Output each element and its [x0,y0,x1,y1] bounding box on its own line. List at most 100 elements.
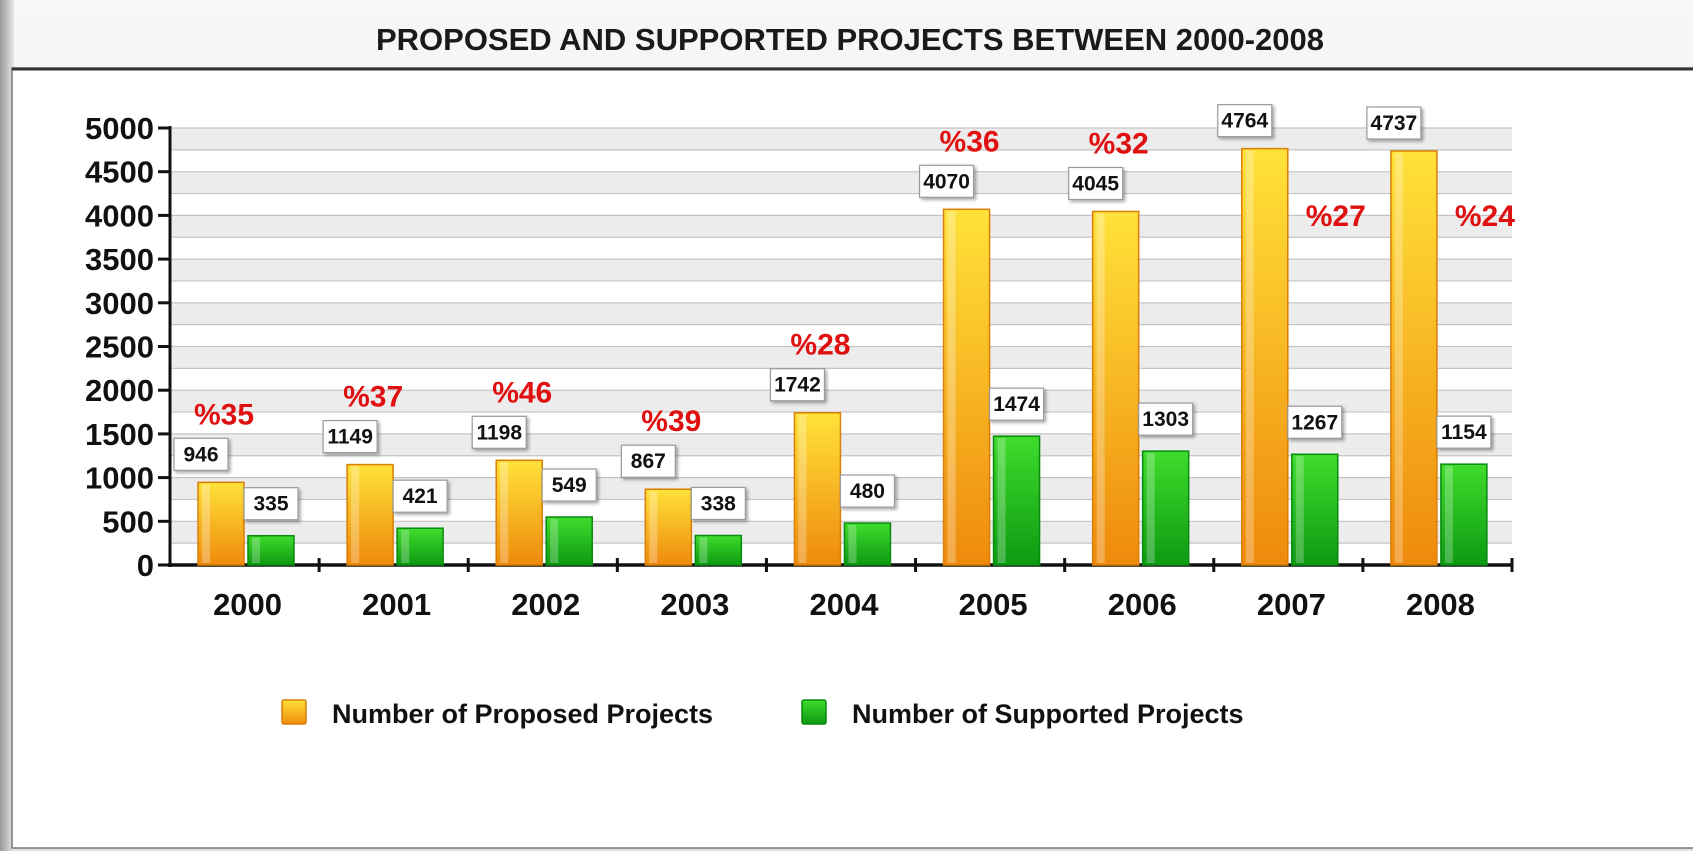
legend-proposed-label: Number of Proposed Projects [332,699,713,729]
bar-supported-highlight [848,525,857,563]
data-label-proposed: 867 [631,450,666,473]
bar-supported [992,435,1041,566]
x-tick-label: 2001 [362,587,431,622]
ratio-label: %36 [940,125,1000,158]
bar-proposed [1241,147,1289,566]
y-tick-label: 1000 [85,461,154,496]
x-tick-label: 2004 [810,587,880,622]
ratio-label: %28 [790,329,850,362]
data-label-supported: 1154 [1441,421,1487,444]
legend-supported-label: Number of Supported Projects [852,699,1244,729]
data-label-proposed-box [1217,104,1273,138]
grid-band [170,259,1512,281]
ratio-label: %35 [194,398,254,431]
data-label-supported: 421 [403,485,438,508]
data-label-proposed-box [1068,166,1124,201]
bar-proposed [1390,150,1438,566]
bar-proposed [942,208,991,566]
data-label-supported: 480 [850,480,885,503]
data-label-proposed: 4737 [1371,112,1418,135]
data-label-supported: 1267 [1291,411,1338,434]
y-tick-label: 3000 [85,286,154,321]
data-label-proposed: 4764 [1221,110,1268,133]
bar-proposed-highlight [947,211,956,564]
data-label-supported-box [243,487,299,521]
x-tick-label: 2008 [1406,587,1475,622]
plot-area: 0 500 1000 1500 2000 2500 3000 3500 4000 4500 5000… [85,104,1515,622]
bar-proposed [644,488,693,566]
bar-proposed [1091,210,1140,566]
legend: Number of Proposed Projects Number of Sup… [281,699,1244,729]
bar-supported-highlight [1295,456,1304,563]
data-label-supported-box [1287,405,1343,439]
bar-supported [1141,450,1190,566]
ratio-label: %46 [492,376,552,409]
x-tick-label: 2006 [1108,587,1177,622]
data-label-proposed: 1149 [327,426,373,449]
grid-band [170,215,1512,238]
chart-title: PROPOSED AND SUPPORTED PROJECTS BETWEEN … [376,22,1324,57]
ratio-label: %32 [1089,127,1149,160]
legend-proposed-swatch [281,699,307,725]
bar-supported [247,534,295,566]
data-label-proposed-box [1366,106,1422,140]
bar-supported [545,516,593,566]
bar-proposed [495,459,543,566]
bar-supported-highlight [1444,466,1453,563]
x-tick-label: 2007 [1257,587,1326,622]
ratio-label: %37 [343,381,403,414]
data-label-proposed-box [769,368,826,402]
data-label-supported: 549 [552,474,587,497]
bar-proposed-highlight [1394,152,1403,563]
bar-proposed-highlight [1096,213,1105,564]
bar-proposed-highlight [798,414,807,563]
bar-proposed-highlight [500,462,509,563]
grid-band [170,346,1512,369]
bar-proposed-highlight [202,484,210,563]
bar-proposed-highlight [351,466,360,563]
bar-supported-highlight [997,438,1006,563]
y-tick-label: 0 [137,548,154,583]
data-label-proposed: 4070 [923,170,970,193]
y-tick-label: 4000 [85,198,154,233]
data-label-supported: 1303 [1142,408,1189,431]
y-tick-label: 4500 [85,155,154,190]
data-label-proposed: 1742 [774,374,821,397]
data-label-proposed-box [173,437,229,471]
x-tick-label: 2005 [959,587,1028,622]
bar-supported-highlight [401,530,410,563]
data-label-proposed-box [620,444,676,478]
data-label-supported-box [839,474,896,508]
bar-supported-highlight [550,519,559,563]
legend-supported-swatch [801,699,827,725]
data-label-supported-box [392,479,448,513]
ratio-label: %27 [1306,200,1366,233]
data-label-proposed: 4045 [1072,172,1119,195]
bar-proposed [197,481,245,566]
data-label-supported: 335 [253,493,288,516]
y-tick-label: 2000 [85,373,154,408]
bar-supported [843,522,892,566]
y-tick-label: 500 [102,504,154,539]
y-tick-label: 1500 [85,417,154,452]
data-label-proposed-box [322,419,378,454]
bar-supported [1291,453,1339,566]
x-tick-label: 2003 [660,587,729,622]
data-label-proposed: 946 [183,443,218,466]
bar-supported-highlight [252,537,260,563]
data-label-supported-box [988,387,1045,421]
data-label-supported-box [1138,402,1194,436]
bar-supported-highlight [699,537,708,563]
y-tick-label: 2500 [85,330,154,365]
data-label-proposed: 1198 [476,421,522,444]
grid-band [170,128,1512,150]
ratio-label: %24 [1455,200,1515,233]
bar-proposed-highlight [649,491,658,563]
y-tick-label: 5000 [85,111,154,146]
left-edge-shade [0,0,14,851]
bar-proposed [793,411,842,566]
data-label-supported-box [1436,415,1492,449]
data-label-proposed-box [471,415,527,449]
x-tick-label: 2000 [213,587,282,622]
